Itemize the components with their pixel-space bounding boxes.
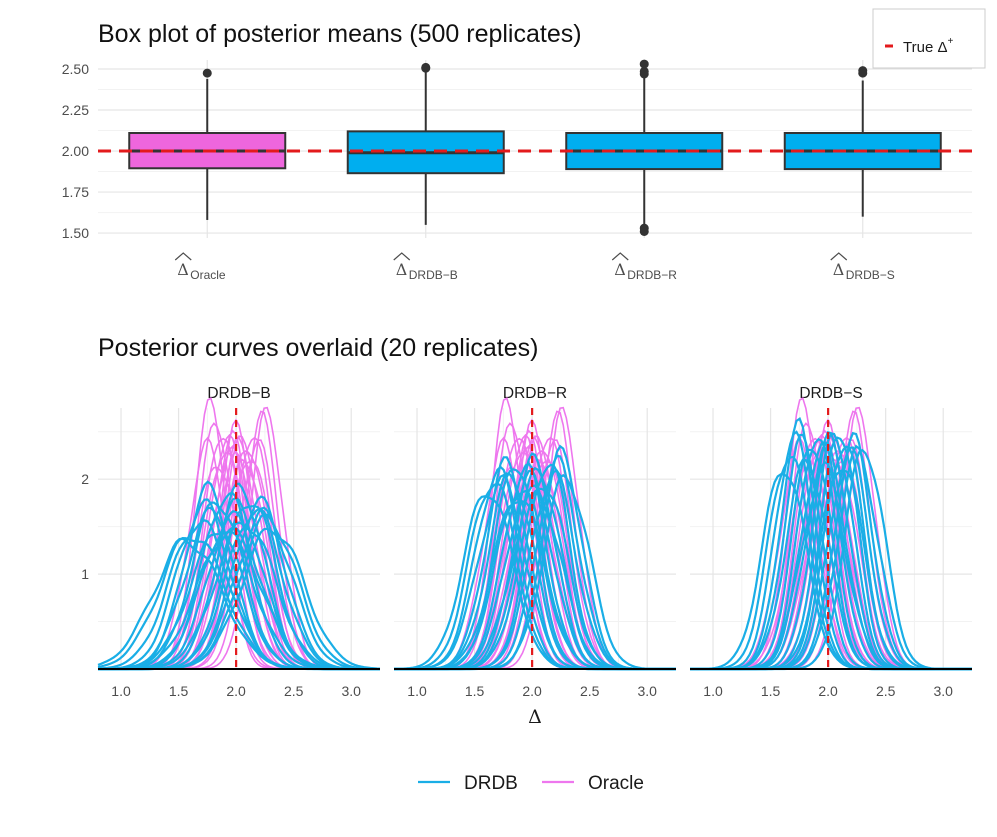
x-tick-label: 3.0 [637, 683, 657, 699]
legend-label: Oracle [588, 773, 644, 794]
category-label: Δ DRDB−B [393, 252, 458, 282]
category-symbol: Δ [614, 260, 626, 279]
outlier-point [858, 66, 868, 76]
reference-legend-label: True Δ+ [903, 36, 953, 56]
outlier-point [202, 68, 212, 78]
outlier-point [639, 66, 649, 76]
x-tick-label: 2.5 [876, 683, 896, 699]
hat-accent [174, 252, 192, 261]
x-tick-label: 1.5 [761, 683, 781, 699]
category-subscript: DRDB−B [409, 268, 458, 282]
box-plot-y-axis: 1.50 1.75 2.00 2.25 2.50 [62, 61, 89, 241]
category-subscript: DRDB−R [627, 268, 677, 282]
hat-accent [611, 252, 629, 261]
x-tick-label: 2.0 [818, 683, 838, 699]
x-axis-label: Δ [528, 706, 542, 728]
category-subscript: DRDB−S [846, 268, 895, 282]
legend-label: DRDB [464, 773, 518, 794]
hat-accent [830, 252, 848, 261]
drdb-curve [98, 512, 380, 671]
box-oracle [128, 68, 287, 220]
x-tick-label: 2.0 [226, 683, 246, 699]
category-symbol: Δ [177, 260, 189, 279]
hat-accent [393, 252, 411, 261]
facet-panel: DRDB−R 1.0 1.5 2.0 2.5 3.0 [393, 385, 676, 699]
y-tick-label: 2 [81, 471, 89, 487]
x-tick-label: 1.0 [111, 683, 131, 699]
x-tick-label: 1.5 [169, 683, 189, 699]
outlier-point [639, 59, 649, 69]
oracle-curves [690, 397, 972, 670]
y-tick-label: 1 [81, 566, 89, 582]
reference-legend-box [872, 8, 986, 69]
facet-strip-label: DRDB−S [799, 385, 862, 402]
category-symbol: Δ [833, 260, 845, 279]
x-tick-label: 1.0 [407, 683, 427, 699]
legend-item-drdb: DRDB [418, 773, 518, 794]
x-tick-label: 1.5 [465, 683, 485, 699]
outlier-point [421, 62, 431, 72]
facet-strip-label: DRDB−R [503, 385, 567, 402]
x-tick-label: 2.5 [580, 683, 600, 699]
series-legend: DRDB Oracle [418, 773, 644, 794]
category-label: Δ Oracle [174, 252, 226, 282]
box-drdb-s [783, 66, 942, 217]
y-tick-label: 2.00 [62, 143, 89, 159]
y-tick-label: 1.75 [62, 184, 89, 200]
posterior-curves-chart: Posterior curves overlaid (20 replicates… [81, 334, 972, 794]
legend-item-oracle: Oracle [542, 773, 644, 794]
facet-panel: DRDB−B 1.0 1.5 2.0 2.5 3.0 1 2 [81, 385, 381, 699]
posterior-curves-title: Posterior curves overlaid (20 replicates… [98, 334, 538, 362]
y-tick-label: 1.50 [62, 225, 89, 241]
drdb-curves [690, 416, 972, 671]
facet-strip-label: DRDB−B [207, 385, 270, 402]
x-tick-label: 2.5 [284, 683, 304, 699]
category-label: Δ DRDB−R [611, 252, 677, 282]
reference-legend: True Δ+ [872, 8, 986, 69]
category-symbol: Δ [396, 260, 408, 279]
x-tick-label: 1.0 [703, 683, 723, 699]
box-drdb-b [346, 62, 505, 225]
box-plot-title: Box plot of posterior means (500 replica… [98, 20, 582, 48]
x-tick-label: 3.0 [933, 683, 953, 699]
box-plot-chart: Box plot of posterior means (500 replica… [62, 8, 986, 282]
outlier-point [639, 226, 649, 236]
x-tick-label: 2.0 [522, 683, 542, 699]
category-label: Δ DRDB−S [830, 252, 895, 282]
box-plot-boxes [128, 59, 942, 236]
category-subscript: Oracle [190, 268, 226, 282]
facet-panel: DRDB−S 1.0 1.5 2.0 2.5 3.0 [690, 385, 972, 699]
box-drdb-r [565, 59, 724, 236]
y-tick-label: 2.25 [62, 102, 89, 118]
box-plot-x-axis: Δ Oracle Δ DRDB−B Δ DRDB−R Δ DRDB−S [174, 252, 895, 282]
facet-panels: DRDB−B 1.0 1.5 2.0 2.5 3.0 1 2 DRDB−R 1.0 1.5 2.0 2.… [81, 385, 972, 699]
x-tick-label: 3.0 [341, 683, 361, 699]
y-tick-label: 2.50 [62, 61, 89, 77]
